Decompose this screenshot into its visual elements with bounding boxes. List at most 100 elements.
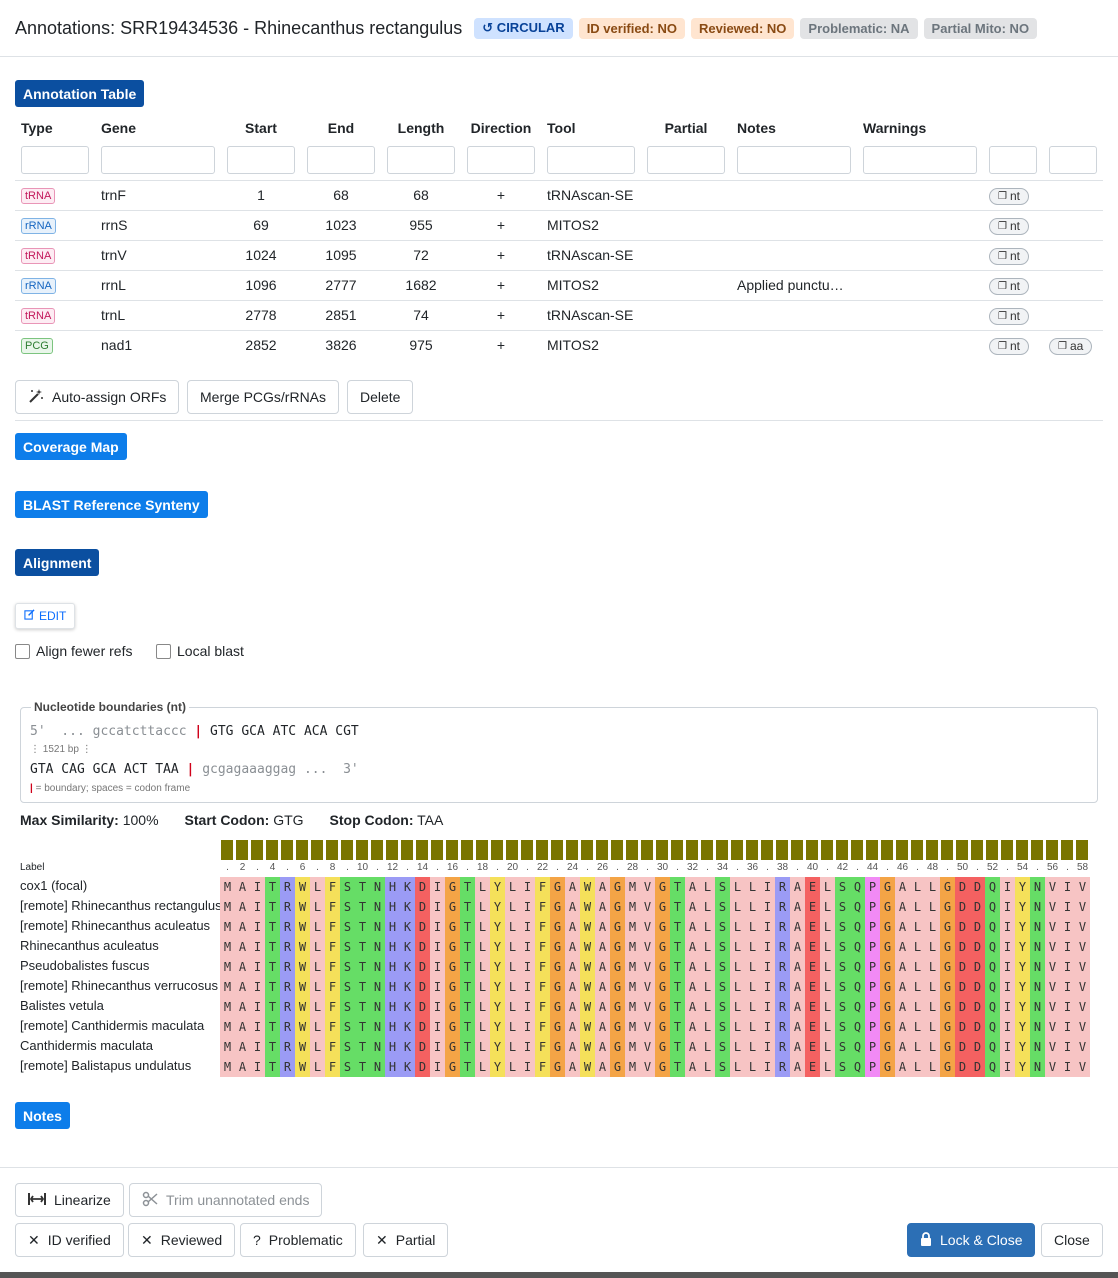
residue-cell: I xyxy=(430,1037,445,1057)
residue-cell: F xyxy=(325,1057,340,1077)
table-row[interactable]: tRNA trnV 1024 1095 72 + tRNAscan-SE ❐ nt xyxy=(15,239,1103,270)
residue-cell: Y xyxy=(490,1037,505,1057)
col-start[interactable]: Start xyxy=(245,120,277,136)
copy-nt-button[interactable]: ❐ nt xyxy=(989,187,1029,205)
trim-ends-button[interactable]: Trim unannotated ends xyxy=(129,1183,323,1217)
lock-close-button[interactable]: Lock & Close xyxy=(907,1223,1036,1257)
table-row[interactable]: tRNA trnL 2778 2851 74 + tRNAscan-SE ❐ nt xyxy=(15,299,1103,330)
delete-button[interactable]: Delete xyxy=(347,380,414,414)
local-blast-label: Local blast xyxy=(177,643,244,659)
ruler-tick: 32 xyxy=(686,862,699,873)
blast-synteny-toggle[interactable]: BLAST Reference Synteny xyxy=(15,491,208,518)
problematic-button[interactable]: ? Problematic xyxy=(240,1223,356,1257)
sequence-label[interactable]: Rhinecanthus aculeatus xyxy=(20,938,159,953)
filter-partial-input[interactable] xyxy=(647,145,725,174)
alignment-toggle[interactable]: Alignment xyxy=(15,549,100,576)
copy-nt-label: nt xyxy=(1009,309,1020,323)
residue-cell: I xyxy=(1000,957,1015,977)
sequence-label[interactable]: cox1 (focal) xyxy=(20,878,88,893)
filter-aa-input[interactable] xyxy=(1049,145,1097,174)
sequence-label[interactable]: [remote] Rhinecanthus aculeatus xyxy=(20,918,211,933)
residue-cell: D xyxy=(415,937,430,957)
residue-cell: G xyxy=(940,917,955,937)
residue-cell: A xyxy=(235,1057,250,1077)
annotation-table-toggle[interactable]: Annotation Table xyxy=(15,80,145,107)
residue-cell: L xyxy=(925,937,940,957)
filter-row xyxy=(15,140,1103,180)
filter-type-input[interactable] xyxy=(21,145,89,174)
copy-aa-button[interactable]: ❐ aa xyxy=(1049,337,1093,355)
filter-length-input[interactable] xyxy=(387,145,455,174)
residue-cell: G xyxy=(445,1037,460,1057)
table-row[interactable]: rRNA rrnS 69 1023 955 + MITOS2 ❐ nt xyxy=(15,209,1103,240)
close-button[interactable]: Close xyxy=(1041,1223,1103,1257)
col-notes[interactable]: Notes xyxy=(737,120,776,136)
col-type[interactable]: Type xyxy=(21,120,53,136)
residue-cell: F xyxy=(325,957,340,977)
residue-cell: G xyxy=(880,1037,895,1057)
trim-ends-label: Trim unannotated ends xyxy=(166,1192,310,1208)
col-direction[interactable]: Direction xyxy=(470,120,532,136)
residue-cell: A xyxy=(565,877,580,897)
col-warnings[interactable]: Warnings xyxy=(863,120,927,136)
residue-cell: H xyxy=(385,877,400,897)
col-end[interactable]: End xyxy=(327,120,355,136)
table-row[interactable]: rRNA rrnL 1096 2777 1682 + MITOS2 Applied punct… xyxy=(15,269,1103,300)
residue-cell: L xyxy=(730,877,745,897)
ruler-tick: . xyxy=(436,862,439,873)
copy-nt-button[interactable]: ❐ nt xyxy=(989,307,1029,325)
residue-cell: L xyxy=(730,937,745,957)
filter-gene-input[interactable] xyxy=(101,145,215,174)
residue-cell: I xyxy=(250,1017,265,1037)
filter-notes-input[interactable] xyxy=(737,145,851,174)
table-row[interactable]: PCG nad1 2852 3826 975 + MITOS2 ❐ nt ❐ aa xyxy=(15,329,1103,360)
sequence-label[interactable]: Balistes vetula xyxy=(20,998,104,1013)
circular-badge[interactable]: ↺ CIRCULAR xyxy=(474,17,573,39)
reviewed-button[interactable]: ✕ Reviewed xyxy=(128,1223,236,1257)
residue-cell: P xyxy=(865,997,880,1017)
linearize-button[interactable]: Linearize xyxy=(15,1183,124,1217)
copy-nt-button[interactable]: ❐ nt xyxy=(989,337,1029,355)
filter-end-input[interactable] xyxy=(307,145,375,174)
copy-nt-button[interactable]: ❐ nt xyxy=(989,217,1029,235)
residue-cell: L xyxy=(730,1057,745,1077)
residue-cell: A xyxy=(595,957,610,977)
residue-cell: G xyxy=(655,897,670,917)
edit-alignment-button[interactable]: EDIT xyxy=(15,603,76,629)
sequence-label[interactable]: [remote] Balistapus undulatus xyxy=(20,1058,192,1073)
table-row[interactable]: tRNA trnF 1 68 68 + tRNAscan-SE ❐ nt xyxy=(15,179,1103,210)
merge-pcgs-rrnas-button[interactable]: Merge PCGs/rRNAs xyxy=(187,380,340,414)
notes-toggle[interactable]: Notes xyxy=(15,1102,70,1129)
sequence-label[interactable]: [remote] Rhinecanthus rectangulus xyxy=(20,898,220,913)
sequence-label[interactable]: [remote] Rhinecanthus verrucosus xyxy=(20,978,218,993)
residue-cell: L xyxy=(505,1017,520,1037)
sequence-label[interactable]: Pseudobalistes fuscus xyxy=(20,958,150,973)
align-fewer-refs-checkbox[interactable] xyxy=(15,643,30,659)
id-verified-button[interactable]: ✕ ID verified xyxy=(15,1223,124,1257)
filter-direction-input[interactable] xyxy=(467,145,535,174)
local-blast-checkbox[interactable] xyxy=(156,643,171,659)
sequence-label[interactable]: Canthidermis maculata xyxy=(20,1038,153,1053)
partial-label: Partial xyxy=(395,1232,436,1248)
filter-nt-input[interactable] xyxy=(989,145,1037,174)
residue-cell: F xyxy=(325,877,340,897)
col-gene[interactable]: Gene xyxy=(101,120,137,136)
partial-button[interactable]: ✕ Partial xyxy=(363,1223,449,1257)
warnings-cell xyxy=(857,179,983,210)
coverage-map-toggle[interactable]: Coverage Map xyxy=(15,433,127,460)
notes-cell xyxy=(731,299,857,330)
residue-cell: I xyxy=(1060,957,1075,977)
local-blast-option[interactable]: Local blast xyxy=(156,643,244,659)
col-tool[interactable]: Tool xyxy=(547,120,576,136)
auto-assign-orfs-button[interactable]: Auto-assign ORFs xyxy=(15,380,180,414)
align-fewer-refs-option[interactable]: Align fewer refs xyxy=(15,643,132,659)
sequence-label[interactable]: [remote] Canthidermis maculata xyxy=(20,1018,205,1033)
residue-cell: A xyxy=(790,1037,805,1057)
filter-warnings-input[interactable] xyxy=(863,145,977,174)
col-partial[interactable]: Partial xyxy=(664,120,708,136)
col-length[interactable]: Length xyxy=(397,120,445,136)
copy-nt-button[interactable]: ❐ nt xyxy=(989,277,1029,295)
copy-nt-button[interactable]: ❐ nt xyxy=(989,247,1029,265)
filter-tool-input[interactable] xyxy=(547,145,635,174)
filter-start-input[interactable] xyxy=(227,145,295,174)
